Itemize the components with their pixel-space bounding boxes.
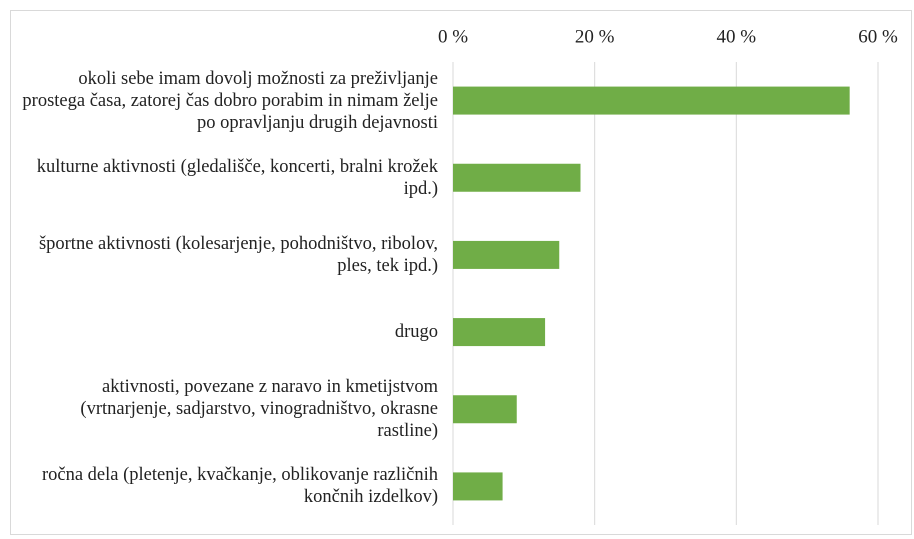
y-tick-label: okoli sebe imam dovolj možnosti za preži… [22,68,438,133]
bar [453,395,517,424]
bar [453,163,581,192]
y-tick-label: drugo [394,322,438,343]
y-tick-label: športne aktivnosti (kolesarjenje, pohodn… [38,233,438,276]
bar [453,86,850,115]
bar [453,472,503,501]
bar [453,318,546,347]
y-tick-label: aktivnosti, povezane z naravo in kmetijs… [80,377,438,442]
x-tick-label: 20 % [575,26,615,47]
y-tick-label: kulturne aktivnosti (gledališče, koncert… [36,156,438,199]
chart-frame [10,10,912,535]
x-tick-label: 40 % [717,26,757,47]
bar [453,240,560,269]
y-tick-label: ročna dela (pletenje, kvačkanje, oblikov… [41,465,438,508]
x-tick-label: 60 % [858,26,898,47]
x-tick-label: 0 % [438,26,468,47]
